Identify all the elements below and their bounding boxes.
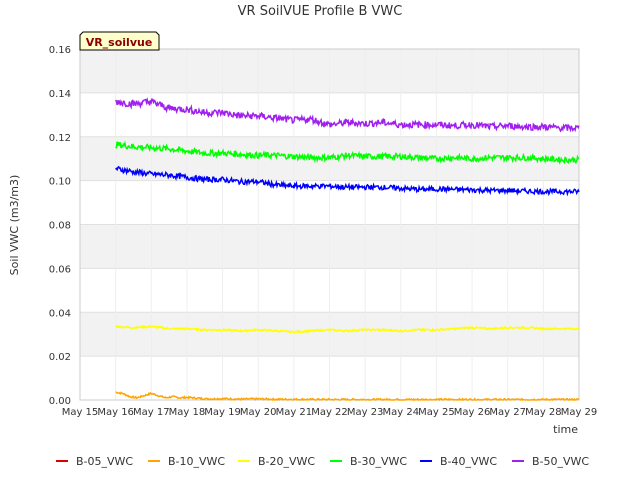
x-tick-label: May 25: [418, 407, 455, 418]
legend-label: B-40_VWC: [440, 455, 497, 468]
legend-label: B-20_VWC: [258, 455, 315, 468]
y-tick-label: 0.06: [49, 264, 71, 275]
site-label-box: VR_soilvue: [79, 31, 160, 51]
x-tick-label: May 15: [62, 407, 99, 418]
y-tick-label: 0.00: [49, 396, 71, 407]
x-tick-label: May 21: [276, 407, 313, 418]
series-lines: [114, 97, 580, 402]
x-tick-label: May 24: [382, 407, 419, 418]
legend-label: B-10_VWC: [168, 455, 225, 468]
x-tick-label: May 20: [240, 407, 277, 418]
x-tick-label: May 29: [561, 407, 598, 418]
x-tick-label: May 19: [204, 407, 241, 418]
x-axis-ticks: May 15 May 16 May 17 May 18 May 19 May 20 May …: [62, 407, 598, 418]
x-tick-label: May 17: [133, 407, 170, 418]
legend-item[interactable]: B-40_VWC: [420, 455, 497, 468]
x-tick-label: May 26: [454, 407, 491, 418]
y-tick-label: 0.12: [49, 133, 71, 144]
y-tick-label: 0.02: [49, 352, 71, 363]
x-axis-label: time: [553, 423, 578, 436]
legend-label: B-50_VWC: [532, 455, 589, 468]
legend: B-05_VWC B-10_VWC B-20_VWC B-30_VWC B-40_VWC…: [56, 455, 589, 468]
series-line-b-30-vwc: [115, 140, 580, 165]
x-tick-label: May 27: [489, 407, 526, 418]
y-axis-label: Soil VWC (m3/m3): [8, 175, 21, 276]
y-tick-label: 0.16: [49, 45, 71, 56]
y-tick-label: 0.04: [49, 308, 71, 319]
x-tick-label: May 22: [311, 407, 348, 418]
series-line-b-20-vwc: [115, 324, 580, 334]
legend-item[interactable]: B-20_VWC: [238, 455, 315, 468]
chart-title: VR SoilVUE Profile B VWC: [238, 4, 403, 19]
y-tick-label: 0.10: [49, 177, 71, 188]
legend-label: B-30_VWC: [350, 455, 407, 468]
legend-item[interactable]: B-10_VWC: [148, 455, 225, 468]
site-label: VR_soilvue: [86, 36, 153, 49]
legend-label: B-05_VWC: [76, 455, 133, 468]
y-tick-label: 0.14: [49, 89, 71, 100]
x-tick-label: May 18: [169, 407, 206, 418]
y-tick-label: 0.08: [49, 221, 71, 232]
series-line-b-10-vwc: [115, 391, 580, 402]
x-tick-label: May 28: [525, 407, 562, 418]
legend-item[interactable]: B-50_VWC: [512, 455, 589, 468]
series-line-b-40-vwc: [115, 165, 580, 197]
x-tick-label: May 16: [97, 407, 134, 418]
legend-item[interactable]: B-30_VWC: [330, 455, 407, 468]
y-axis-ticks: 0.00 0.02 0.04 0.06 0.08 0.10 0.12 0.14 0.16: [49, 45, 71, 407]
x-tick-label: May 23: [347, 407, 384, 418]
legend-item[interactable]: B-05_VWC: [56, 455, 133, 468]
series-line-b-50-vwc: [114, 97, 580, 133]
